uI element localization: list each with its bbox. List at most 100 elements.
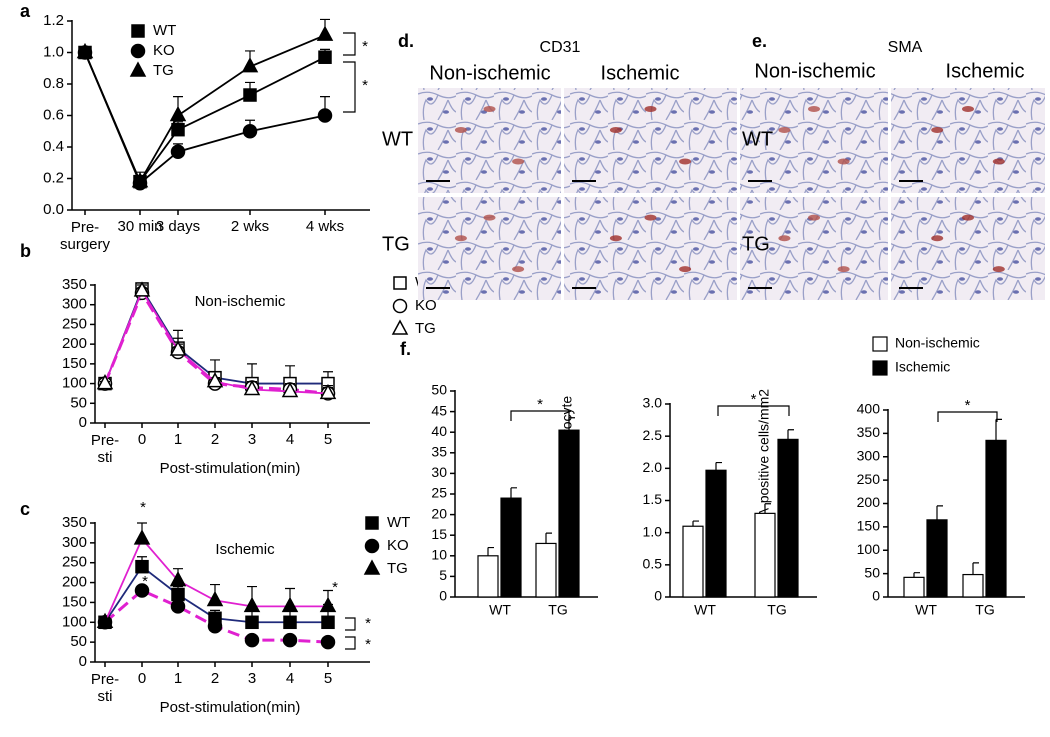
x-tick-label: 2	[211, 670, 219, 687]
stained-vessel	[454, 127, 467, 133]
x-tick-label: 3 days	[156, 218, 200, 235]
stained-vessel	[644, 106, 657, 112]
stained-vessel	[644, 214, 657, 221]
x-tick-label: 2 wks	[231, 218, 269, 235]
micrograph	[564, 197, 737, 300]
marker	[281, 596, 299, 613]
error-bar	[692, 520, 699, 527]
panel-label: d.	[398, 31, 414, 51]
bar	[477, 555, 499, 598]
annotation: *	[365, 615, 371, 632]
y-tick-label: 0.5	[643, 556, 663, 572]
y-tick-label: 300	[62, 534, 87, 551]
line	[84, 52, 326, 184]
error-bar	[787, 429, 794, 440]
micrograph	[564, 88, 737, 193]
legend-label: WT	[153, 22, 176, 39]
x-tick-label: 3	[248, 670, 256, 687]
marker	[318, 50, 332, 64]
y-tick-label: 200	[62, 335, 87, 352]
y-tick-label: 10	[431, 547, 447, 563]
bracket	[343, 32, 356, 56]
x-tick-label: 1	[174, 670, 182, 687]
y-tick-label: 2.0	[643, 459, 663, 475]
stained-vessel	[992, 266, 1005, 273]
bar	[500, 497, 522, 598]
line	[84, 52, 326, 185]
panel-label: f.	[400, 339, 411, 359]
micrograph	[740, 88, 888, 193]
y-tick-label: 400	[857, 401, 881, 417]
stained-vessel	[454, 235, 467, 242]
error-bar	[487, 546, 494, 556]
panel-label: b	[20, 241, 31, 261]
row-label: TG	[742, 233, 770, 255]
marker	[245, 615, 259, 630]
column-label: Non-ischemic	[754, 60, 875, 82]
marker	[244, 632, 260, 648]
legend-marker	[392, 298, 408, 314]
legend-label: KO	[415, 297, 437, 314]
y-tick-label: 0	[654, 588, 662, 604]
x-tick-label: TG	[767, 602, 786, 618]
marker	[207, 619, 223, 634]
marker	[241, 57, 259, 73]
x-tick-label: 0	[138, 670, 146, 687]
legend-label: Non-ischemic	[895, 335, 980, 351]
marker	[96, 612, 114, 629]
stained-vessel	[512, 266, 525, 273]
x-tick-label: TG	[975, 602, 994, 618]
bracket	[937, 411, 998, 422]
panel-label: c	[20, 499, 30, 519]
y-tick-label: 50	[864, 564, 880, 580]
stained-vessel	[808, 214, 820, 221]
annotation: *	[362, 38, 368, 55]
annotation: *	[965, 397, 971, 414]
x-tick-label: 0	[138, 431, 146, 448]
legend-swatch	[872, 360, 888, 376]
y-tick-label: 0	[872, 588, 880, 604]
marker	[319, 383, 337, 400]
bar	[558, 429, 580, 598]
y-tick-label: 200	[62, 574, 87, 591]
annotation: *	[140, 499, 146, 516]
legend-label: TG	[153, 62, 174, 79]
panel-label: a	[20, 1, 31, 21]
y-tick-label: 0.8	[43, 75, 64, 92]
bracket	[717, 405, 790, 416]
y-tick-label: 20	[431, 505, 447, 521]
stained-vessel	[512, 158, 525, 165]
y-tick-label: 30	[431, 464, 447, 480]
column-label: Ischemic	[946, 60, 1025, 82]
legend-marker	[129, 61, 147, 77]
y-tick-label: 200	[857, 494, 881, 510]
annotation: *	[365, 636, 371, 653]
marker	[135, 559, 149, 574]
legend-marker	[363, 559, 381, 575]
legend-marker	[130, 43, 146, 59]
y-tick-label: 150	[857, 518, 881, 534]
bar	[777, 438, 799, 598]
bar	[682, 525, 704, 598]
stained-vessel	[679, 158, 692, 165]
annotation: *	[537, 396, 543, 413]
stained-vessel	[778, 235, 791, 242]
stained-vessel	[609, 235, 622, 242]
marker	[316, 25, 334, 41]
stained-vessel	[778, 127, 791, 133]
marker	[134, 583, 150, 598]
bar	[535, 542, 557, 598]
stained-vessel	[837, 266, 850, 273]
x-tick-label: 30 min	[117, 218, 162, 235]
bracket	[343, 61, 356, 113]
x-tick-label: TG	[548, 602, 567, 618]
line	[84, 34, 326, 184]
error-bar	[545, 532, 552, 544]
y-tick-label: 5	[439, 567, 447, 583]
micrograph-title: CD31	[540, 39, 581, 56]
marker	[169, 105, 187, 122]
y-tick-label: 50	[431, 382, 447, 398]
stained-vessel	[962, 214, 974, 221]
legend-marker	[131, 24, 145, 38]
marker	[283, 615, 297, 630]
